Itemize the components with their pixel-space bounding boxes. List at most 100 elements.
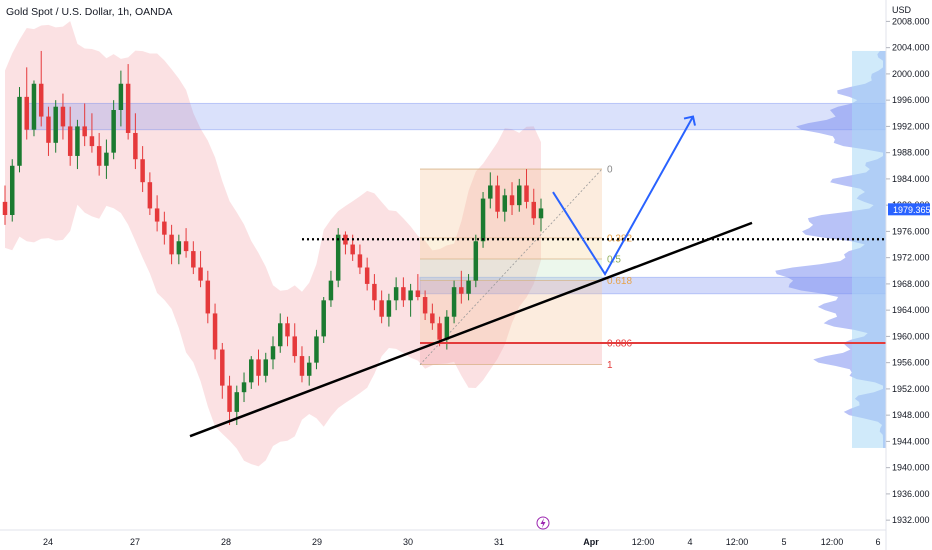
candle xyxy=(125,83,131,133)
candle xyxy=(386,300,392,317)
price-tick-label: 1968.000 xyxy=(892,279,930,289)
candle xyxy=(495,185,500,212)
price-tick-label: 1948.000 xyxy=(892,410,930,420)
time-tick-label: 27 xyxy=(130,537,140,547)
price-tick-label: 1992.000 xyxy=(892,121,930,131)
candle xyxy=(17,96,22,166)
price-tick-label: 1976.000 xyxy=(892,226,930,236)
candle xyxy=(205,280,211,314)
fib-label: 0 xyxy=(607,165,613,176)
price-tick-label: 1944.000 xyxy=(892,436,930,446)
lightning-icon xyxy=(536,516,550,530)
profile-value-area xyxy=(852,50,886,448)
time-tick-label: 28 xyxy=(221,537,231,547)
price-tick-label: 2004.000 xyxy=(892,43,930,53)
volume-profile xyxy=(775,50,886,448)
fib-zone xyxy=(420,237,602,259)
time-tick-label: 12:00 xyxy=(821,537,844,547)
candle xyxy=(459,287,464,294)
price-tick-label: 1956.000 xyxy=(892,358,930,368)
candle xyxy=(335,234,341,281)
candle xyxy=(198,267,203,281)
candle xyxy=(408,290,413,301)
time-axis: 24 27 28 29 30 31 Apr 12:00 4 12:00 5 12:00 6 xyxy=(0,529,886,547)
candle xyxy=(466,280,471,294)
time-tick-label: 6 xyxy=(875,537,880,547)
candle xyxy=(328,280,334,301)
current-price-label: 1979.365 xyxy=(893,205,931,215)
candle xyxy=(183,241,189,252)
candle xyxy=(538,208,544,219)
fib-zone xyxy=(420,258,602,281)
candle xyxy=(133,132,138,160)
candle xyxy=(60,106,66,127)
candle xyxy=(270,346,276,360)
fib-zone xyxy=(420,342,602,365)
drawings xyxy=(189,115,886,438)
price-tick-label: 1936.000 xyxy=(892,489,930,499)
candle xyxy=(343,234,348,245)
candle xyxy=(321,300,326,337)
time-tick-label: 12:00 xyxy=(726,537,749,547)
fib-label: 0.618 xyxy=(607,276,632,287)
candle xyxy=(82,126,87,137)
price-tick-label: 2008.000 xyxy=(892,16,930,26)
candle xyxy=(2,201,8,215)
candle xyxy=(393,287,399,301)
time-tick-label: Apr xyxy=(583,537,599,547)
supply-zone xyxy=(24,102,887,131)
candle xyxy=(241,382,247,393)
candle xyxy=(401,287,406,301)
candle xyxy=(285,323,290,337)
candle xyxy=(451,287,457,317)
arrow-head-icon xyxy=(683,115,696,126)
price-tick-label: 1932.000 xyxy=(892,515,930,525)
candle xyxy=(46,116,51,143)
candle xyxy=(488,185,493,199)
fib-label: 1 xyxy=(607,360,613,371)
candle xyxy=(24,96,29,130)
candle xyxy=(227,385,232,412)
candles xyxy=(2,50,544,425)
candle xyxy=(299,356,305,376)
price-tick-label: 1952.000 xyxy=(892,384,930,394)
candle xyxy=(31,83,37,130)
candle xyxy=(444,316,450,340)
candle xyxy=(212,313,218,350)
candle xyxy=(111,110,116,153)
candle xyxy=(437,323,442,340)
candle xyxy=(154,208,160,222)
chart-title: Gold Spot / U.S. Dollar, 1h, OANDA xyxy=(6,6,173,18)
candle xyxy=(234,392,240,412)
candle xyxy=(502,195,508,212)
candle xyxy=(263,359,269,376)
lightning-bolt-icon xyxy=(540,518,546,528)
projection-path xyxy=(552,116,694,277)
time-tick-label: 31 xyxy=(494,537,504,547)
candle xyxy=(473,241,479,281)
candle xyxy=(277,323,283,347)
candle xyxy=(379,300,384,317)
price-tick-label: 1940.000 xyxy=(892,463,930,473)
candle xyxy=(176,241,182,255)
candle xyxy=(38,83,44,117)
candle xyxy=(220,349,225,386)
fib-label: 0.382 xyxy=(607,233,632,244)
candle xyxy=(89,136,95,147)
candle xyxy=(372,283,377,301)
candle xyxy=(147,182,153,209)
candle xyxy=(430,313,435,324)
price-axis-unit: USD xyxy=(892,5,912,15)
candle xyxy=(53,106,58,143)
time-tick-label: 5 xyxy=(781,537,786,547)
candle xyxy=(415,290,421,298)
candle xyxy=(524,185,529,202)
trend-line xyxy=(189,221,753,438)
time-tick-label: 30 xyxy=(403,537,413,547)
candle xyxy=(67,126,73,156)
candle xyxy=(517,185,522,206)
candle xyxy=(75,126,80,156)
candle xyxy=(140,159,145,183)
